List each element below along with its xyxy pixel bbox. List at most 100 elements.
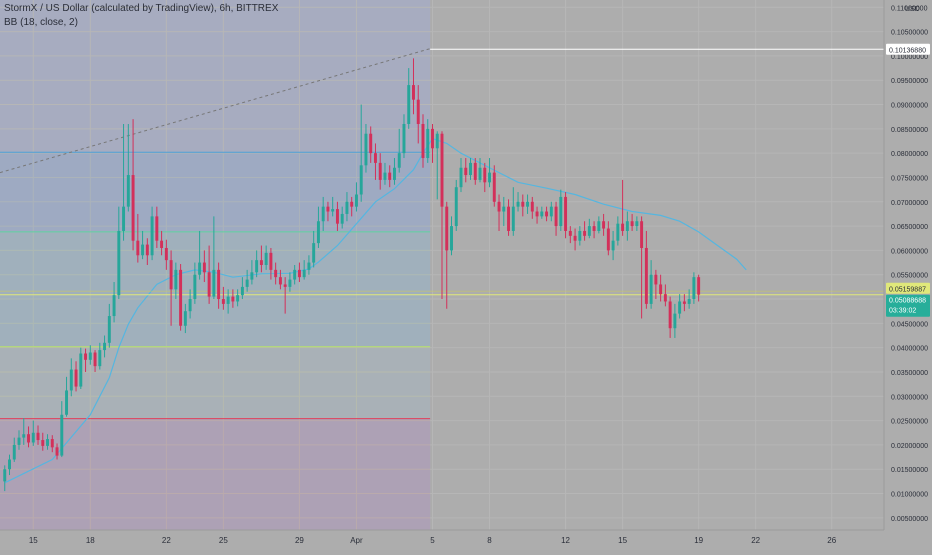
candle-body[interactable]: [193, 274, 197, 300]
candle-body[interactable]: [583, 230, 587, 236]
candle-body[interactable]: [107, 316, 111, 343]
candle-body[interactable]: [373, 153, 377, 163]
candle-body[interactable]: [183, 311, 187, 326]
candle-body[interactable]: [50, 439, 54, 448]
candle-body[interactable]: [79, 353, 83, 387]
candle-body[interactable]: [369, 133, 373, 154]
candle-body[interactable]: [60, 414, 64, 456]
candle-body[interactable]: [592, 226, 596, 231]
candle-body[interactable]: [3, 469, 7, 482]
candle-body[interactable]: [17, 437, 21, 445]
candle-body[interactable]: [88, 352, 92, 360]
candle-body[interactable]: [164, 247, 168, 261]
candle-body[interactable]: [692, 277, 696, 300]
candle-body[interactable]: [198, 262, 202, 275]
candle-body[interactable]: [255, 260, 259, 273]
candle-body[interactable]: [98, 350, 102, 367]
candle-body[interactable]: [668, 301, 672, 329]
candle-body[interactable]: [435, 133, 439, 149]
candle-body[interactable]: [511, 206, 515, 231]
candle-body[interactable]: [654, 274, 658, 285]
candle-body[interactable]: [150, 216, 154, 256]
candle-body[interactable]: [312, 243, 316, 263]
candle-body[interactable]: [602, 221, 606, 229]
candle-body[interactable]: [383, 172, 387, 180]
candle-body[interactable]: [160, 240, 164, 248]
candle-body[interactable]: [521, 201, 525, 207]
candle-body[interactable]: [630, 221, 634, 227]
candle-body[interactable]: [459, 167, 463, 188]
candle-body[interactable]: [269, 252, 273, 270]
candle-body[interactable]: [445, 206, 449, 251]
candle-body[interactable]: [207, 272, 211, 297]
candle-body[interactable]: [93, 352, 97, 367]
candle-body[interactable]: [112, 295, 116, 317]
highlight-price-label-box[interactable]: [886, 43, 930, 55]
candle-body[interactable]: [331, 209, 335, 212]
candle-body[interactable]: [302, 269, 306, 278]
candle-body[interactable]: [559, 196, 563, 227]
candle-body[interactable]: [55, 447, 59, 456]
candle-body[interactable]: [516, 201, 520, 207]
candle-body[interactable]: [464, 167, 468, 176]
trend-line[interactable]: [0, 48, 431, 174]
candle-body[interactable]: [316, 221, 320, 244]
candle-body[interactable]: [426, 128, 430, 159]
candle-body[interactable]: [245, 279, 249, 287]
bb-basis-line[interactable]: [4, 137, 747, 484]
candle-body[interactable]: [117, 230, 121, 296]
candle-body[interactable]: [31, 432, 35, 443]
candle-body[interactable]: [22, 434, 26, 438]
candle-body[interactable]: [283, 284, 287, 287]
candle-body[interactable]: [649, 274, 653, 304]
candle-body[interactable]: [440, 133, 444, 207]
candle-body[interactable]: [212, 269, 216, 297]
candle-body[interactable]: [364, 133, 368, 166]
candle-body[interactable]: [169, 260, 173, 290]
candle-body[interactable]: [240, 286, 244, 296]
candle-body[interactable]: [611, 240, 615, 251]
candle-body[interactable]: [564, 196, 568, 231]
candle-body[interactable]: [412, 85, 415, 100]
candle-body[interactable]: [321, 206, 325, 222]
bb-price-label-box[interactable]: [886, 282, 930, 294]
candle-body[interactable]: [293, 269, 297, 280]
candle-body[interactable]: [549, 206, 553, 217]
candle-body[interactable]: [431, 128, 434, 149]
candle-body[interactable]: [335, 209, 339, 224]
candle-body[interactable]: [231, 296, 235, 302]
candle-body[interactable]: [122, 206, 126, 231]
candle-body[interactable]: [74, 369, 78, 387]
candle-body[interactable]: [388, 172, 392, 180]
candle-body[interactable]: [392, 167, 396, 180]
candle-body[interactable]: [36, 432, 40, 441]
candle-body[interactable]: [69, 369, 73, 391]
candle-body[interactable]: [217, 269, 221, 300]
candle-body[interactable]: [483, 167, 487, 183]
candle-body[interactable]: [12, 444, 16, 460]
candle-body[interactable]: [221, 299, 225, 304]
candle-body[interactable]: [587, 226, 591, 236]
candle-body[interactable]: [65, 390, 69, 415]
candle-body[interactable]: [578, 230, 582, 241]
candle-body[interactable]: [640, 221, 644, 248]
candle-body[interactable]: [378, 162, 382, 180]
candle-body[interactable]: [288, 279, 292, 287]
candle-body[interactable]: [103, 342, 107, 351]
candle-body[interactable]: [345, 201, 349, 214]
candle-body[interactable]: [274, 269, 278, 278]
candle-body[interactable]: [473, 162, 477, 180]
candle-body[interactable]: [530, 201, 534, 212]
candle-body[interactable]: [606, 228, 610, 251]
candle-body[interactable]: [402, 123, 406, 154]
candle-body[interactable]: [454, 187, 458, 227]
candle-body[interactable]: [616, 223, 620, 241]
candle-body[interactable]: [155, 216, 159, 241]
candle-body[interactable]: [174, 269, 178, 290]
candle-body[interactable]: [179, 269, 183, 326]
candle-body[interactable]: [340, 213, 344, 224]
candle-body[interactable]: [407, 85, 411, 124]
candle-body[interactable]: [644, 247, 648, 304]
candle-body[interactable]: [8, 459, 11, 470]
